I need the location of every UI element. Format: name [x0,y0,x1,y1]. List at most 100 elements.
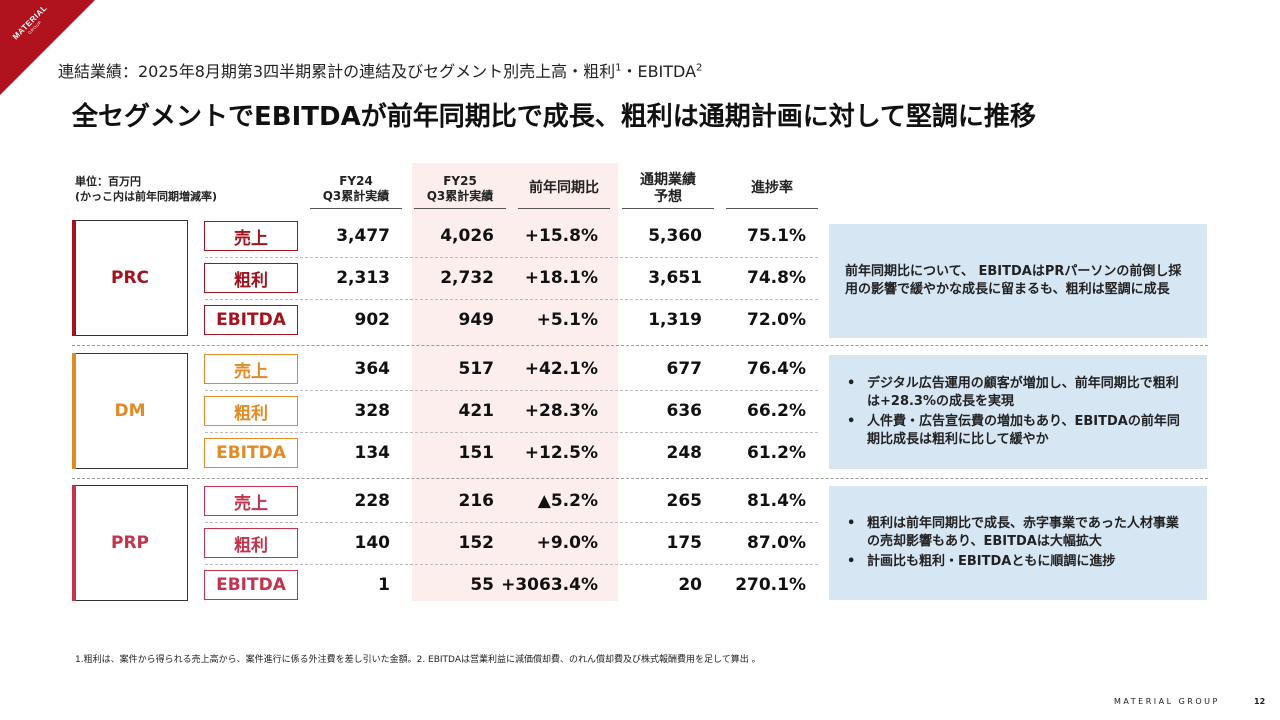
page-number: 12 [1254,697,1266,706]
cell-progress: 87.0% [747,533,806,553]
row-divider [205,299,818,300]
comment-bullet: 粗利は前年同期比で成長、赤字事業であった人材事業の売却影響もあり、EBITDAは… [845,515,1191,551]
cell-fy24: 364 [354,359,391,379]
cell-fy25: 949 [458,310,495,330]
metric-label: 粗利 [204,396,298,426]
header-fy25-line1: FY25 [443,173,477,188]
cell-forecast: 1,319 [648,310,702,330]
cell-yoy: +18.1% [524,268,598,288]
header-fy24-line2: Q3累計実績 [322,188,390,203]
corner-triangle [0,0,95,95]
segment-label: PRP [72,485,188,601]
comment-list: 粗利は前年同期比で成長、赤字事業であった人材事業の売却影響もあり、EBITDAは… [845,513,1191,573]
cell-forecast: 677 [666,359,703,379]
footnote: 1.粗利は、案件から得られる売上高から、案件進行に係る外注費を差し引いた金額。2… [75,655,761,665]
cell-yoy: +9.0% [536,533,598,553]
cell-yoy: +28.3% [524,401,598,421]
row-divider [205,390,818,391]
segment-divider [72,345,1208,346]
comment-bullet: 計画比も粗利・EBITDAともに順調に進捗 [845,553,1191,571]
footnote-ref-2: 2 [696,62,703,74]
cell-fy24: 1 [378,575,390,595]
cell-yoy: +5.1% [536,310,598,330]
row-divider [205,432,818,433]
header-forecast: 通期業績 予想 [622,170,714,209]
cell-yoy: +3063.4% [501,575,598,595]
row-divider [205,257,818,258]
cell-progress: 72.0% [747,310,806,330]
footnote-ref-1: 1 [615,62,622,74]
cell-fy25: 152 [458,533,495,553]
comment-text: 前年同期比について、 EBITDAはPRパーソンの前倒し採用の影響で緩やかな成長… [845,264,1182,297]
cell-fy24: 134 [354,443,391,463]
cell-progress: 74.8% [747,268,806,288]
header-fy25: FY25 Q3累計実績 [414,170,506,209]
page-subtitle: 連結業績：2025年8月期第3四半期累計の連結及びセグメント別売上高・粗利1・E… [58,58,702,82]
metric-label: EBITDA [204,305,298,335]
metric-label: 売上 [204,354,298,384]
cell-yoy: ▲5.2% [537,491,598,511]
cell-yoy: +42.1% [524,359,598,379]
cell-fy24: 3,477 [336,226,390,246]
cell-fy24: 228 [354,491,391,511]
cell-fy24: 902 [354,310,391,330]
cell-forecast: 5,360 [648,226,702,246]
segment-divider [72,478,1208,479]
cell-forecast: 3,651 [648,268,702,288]
unit-label: 単位：百万円 (かっこ内は前年同期増減率) [75,174,217,204]
segment-comment: 前年同期比について、 EBITDAはPRパーソンの前倒し採用の影響で緩やかな成長… [829,224,1207,338]
metric-label: EBITDA [204,570,298,600]
cell-yoy: +15.8% [524,226,598,246]
comment-list: デジタル広告運用の顧客が増加し、前年同期比で粗利は+28.3%の成長を実現人件費… [845,373,1191,451]
cell-forecast: 175 [666,533,703,553]
cell-progress: 66.2% [747,401,806,421]
cell-fy25: 216 [458,491,495,511]
header-yoy: 前年同期比 [518,170,610,209]
subtitle-text: 連結業績：2025年8月期第3四半期累計の連結及びセグメント別売上高・粗利 [58,62,616,81]
cell-fy25: 4,026 [440,226,494,246]
metric-label: 売上 [204,221,298,251]
cell-fy25: 2,732 [440,268,494,288]
unit-line-1: 単位：百万円 [75,175,141,188]
cell-forecast: 265 [666,491,703,511]
cell-forecast: 20 [678,575,702,595]
segment-label: DM [72,353,188,469]
row-divider [205,564,818,565]
cell-fy24: 328 [354,401,391,421]
row-divider [205,522,818,523]
cell-progress: 270.1% [735,575,806,595]
comment-bullet: デジタル広告運用の顧客が増加し、前年同期比で粗利は+28.3%の成長を実現 [845,375,1191,411]
header-forecast-line2: 予想 [654,188,682,205]
metric-label: 粗利 [204,263,298,293]
header-fy24-line1: FY24 [339,173,373,188]
segment-comment: 粗利は前年同期比で成長、赤字事業であった人材事業の売却影響もあり、EBITDAは… [829,486,1207,600]
cell-fy25: 517 [458,359,495,379]
page-title: 全セグメントでEBITDAが前年同期比で成長、粗利は通期計画に対して堅調に推移 [72,102,1036,132]
unit-line-2: (かっこ内は前年同期増減率) [75,190,218,203]
comment-bullet: 人件費・広告宣伝費の増加もあり、EBITDAの前年同期比成長は粗利に比して緩やか [845,413,1191,449]
header-fy24: FY24 Q3累計実績 [310,170,402,209]
cell-fy24: 2,313 [336,268,390,288]
cell-yoy: +12.5% [524,443,598,463]
cell-progress: 75.1% [747,226,806,246]
metric-label: EBITDA [204,438,298,468]
metric-label: 売上 [204,486,298,516]
subtitle-text-ebitda: ・EBITDA [621,62,697,81]
header-progress: 進捗率 [726,170,818,209]
segment-comment: デジタル広告運用の顧客が増加し、前年同期比で粗利は+28.3%の成長を実現人件費… [829,355,1207,469]
metric-label: 粗利 [204,528,298,558]
header-fy25-line2: Q3累計実績 [426,188,494,203]
highlight-column [412,163,618,601]
cell-fy25: 55 [470,575,494,595]
cell-forecast: 248 [666,443,703,463]
cell-progress: 76.4% [747,359,806,379]
cell-progress: 61.2% [747,443,806,463]
segment-label: PRC [72,220,188,336]
header-forecast-line1: 通期業績 [640,171,696,188]
cell-fy25: 421 [458,401,495,421]
cell-progress: 81.4% [747,491,806,511]
cell-forecast: 636 [666,401,703,421]
footer-brand: MATERIAL GROUP [1114,697,1220,706]
cell-fy24: 140 [354,533,391,553]
cell-fy25: 151 [458,443,495,463]
